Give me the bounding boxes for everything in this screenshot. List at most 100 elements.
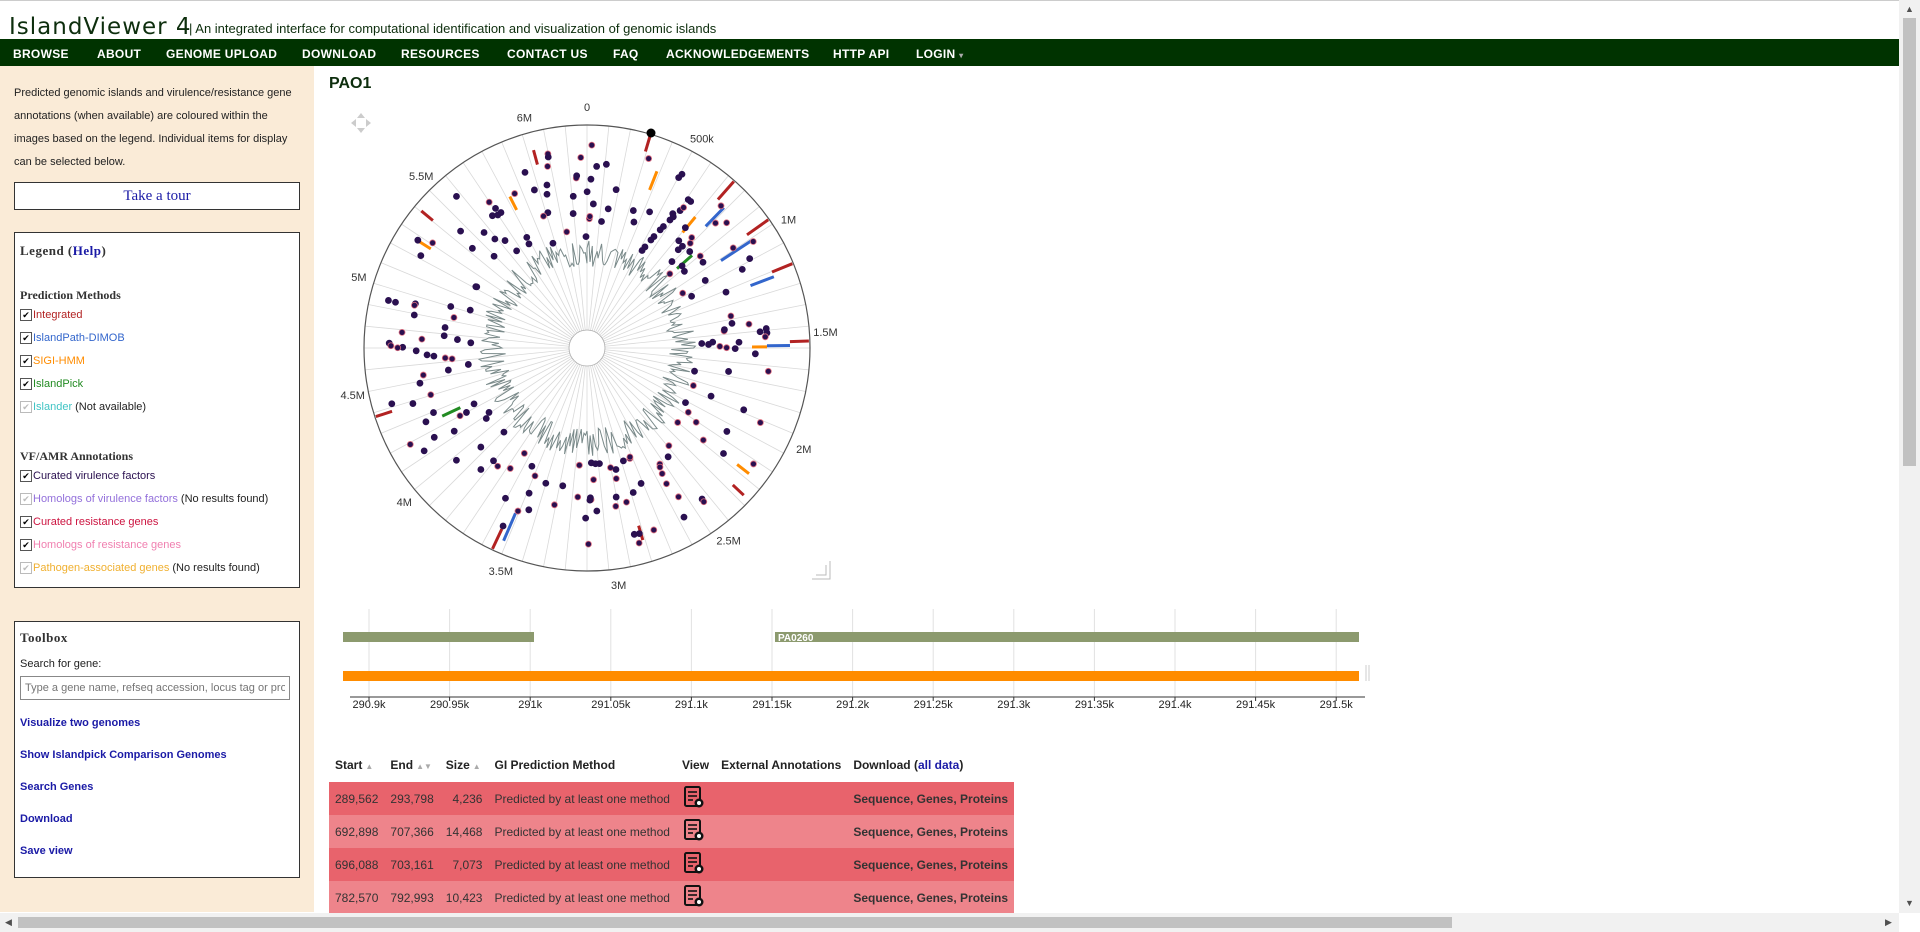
circular-genome-plot[interactable]: 0 500k 1M 1.5M 2M 2.5M 3M 3.5M 4M 4.5M 5M 5.5M 6M <box>329 95 869 603</box>
scroll-left-icon[interactable]: ◀ <box>5 917 12 927</box>
nav-download[interactable]: DOWNLOAD <box>302 47 377 61</box>
nav-contact-us[interactable]: CONTACT US <box>507 47 588 61</box>
take-a-tour-button[interactable]: Take a tour <box>14 182 300 210</box>
nav-faq[interactable]: FAQ <box>613 47 639 61</box>
legend-checkbox[interactable]: ✔ <box>20 562 32 574</box>
vertical-scroll-thumb[interactable] <box>1903 18 1916 466</box>
vf-dot <box>574 493 582 501</box>
vf-amr-heading: VF/AMR Annotations <box>20 449 134 463</box>
col-end[interactable]: End ▲▼ <box>384 748 439 782</box>
legend-checkbox[interactable]: ✔ <box>20 309 32 321</box>
search-genes-link[interactable]: Search Genes <box>20 781 94 793</box>
nav-http-api[interactable]: HTTP API <box>833 47 890 61</box>
nav-resources[interactable]: RESOURCES <box>401 47 480 61</box>
gene-pa0260[interactable] <box>775 632 1359 642</box>
legend-help-link[interactable]: Help <box>72 243 102 258</box>
gene-track-left[interactable] <box>343 632 534 642</box>
tick-label: 3.5M <box>489 566 513 578</box>
nav-genome-upload[interactable]: GENOME UPLOAD <box>166 47 278 61</box>
island-mark <box>746 218 770 237</box>
gene-search-input[interactable] <box>20 676 290 700</box>
legend-checkbox[interactable]: ✔ <box>20 470 32 482</box>
view-island-icon[interactable] <box>682 785 706 809</box>
legend-item-note: (Not available) <box>75 401 147 413</box>
legend-checkbox[interactable]: ✔ <box>20 401 32 413</box>
track-drag-handle-icon[interactable] <box>1365 665 1370 681</box>
resize-handle-icon[interactable] <box>812 561 831 580</box>
annotation-item[interactable]: ✔ Homologs of resistance genes <box>20 539 181 551</box>
prediction-item[interactable]: ✔ IslandPath-DIMOB <box>20 332 125 344</box>
tick-label: 5M <box>351 272 366 284</box>
position-marker[interactable] <box>646 128 656 138</box>
horizontal-scrollbar[interactable]: ◀ ▶ <box>0 913 1899 932</box>
move-icon[interactable] <box>351 113 371 133</box>
scroll-down-icon[interactable]: ▼ <box>1905 898 1914 908</box>
vf-dot <box>482 415 490 422</box>
prediction-item[interactable]: ✔ Islander (Not available) <box>20 401 146 413</box>
table-row[interactable]: 696,088 703,161 7,073 Predicted by at least… <box>329 848 1015 881</box>
legend-checkbox[interactable]: ✔ <box>20 539 32 551</box>
col-start[interactable]: Start ▲ <box>329 748 384 782</box>
vertical-scrollbar[interactable]: ▲ ▼ <box>1899 0 1920 913</box>
save-view-link[interactable]: Save view <box>20 845 73 857</box>
legend-item-label: Homologs of resistance genes <box>33 539 181 551</box>
vf-dot <box>544 153 552 161</box>
legend-checkbox[interactable]: ✔ <box>20 493 32 505</box>
view-island-icon[interactable] <box>682 884 706 908</box>
col-size[interactable]: Size ▲ <box>440 748 489 782</box>
legend-checkbox[interactable]: ✔ <box>20 378 32 390</box>
prediction-item[interactable]: ✔ SIGI-HMM <box>20 355 85 367</box>
cell-method: Predicted by at least one method <box>488 881 676 914</box>
prediction-item[interactable]: ✔ IslandPick <box>20 378 83 390</box>
toolbox-download-link[interactable]: Download <box>20 813 73 825</box>
vf-dot <box>680 204 687 211</box>
annotation-item[interactable]: ✔ Homologs of virulence factors (No result… <box>20 493 268 505</box>
scroll-up-icon[interactable]: ▲ <box>1905 4 1914 14</box>
vf-dot <box>626 453 634 461</box>
view-island-icon[interactable] <box>682 851 706 875</box>
prediction-item[interactable]: ✔ Integrated <box>20 309 83 321</box>
legend-checkbox[interactable]: ✔ <box>20 355 32 367</box>
annotation-item[interactable]: ✔ Pathogen-associated genes (No results fo… <box>20 562 260 574</box>
linear-genome-view[interactable]: PA0260 290.9k 290.95k 291k 291.05k 291.1k 291… <box>329 605 1379 720</box>
vf-dot <box>513 247 521 255</box>
nav-acknowledgements[interactable]: ACKNOWLEDGEMENTS <box>666 47 810 61</box>
vf-dot <box>598 218 605 225</box>
plot-spoke <box>380 354 571 434</box>
nav-browse[interactable]: BROWSE <box>13 47 69 61</box>
legend-checkbox[interactable]: ✔ <box>20 516 32 528</box>
legend-checkbox[interactable]: ✔ <box>20 332 32 344</box>
show-islandpick-genomes-link[interactable]: Show Islandpick Comparison Genomes <box>20 749 227 761</box>
annotation-item[interactable]: ✔ Curated virulence factors <box>20 470 155 482</box>
cell-size: 14,468 <box>439 815 489 848</box>
vf-dot <box>751 350 759 358</box>
table-row[interactable]: 289,562 293,798 4,236 Predicted by at least… <box>329 782 1015 815</box>
table-row[interactable]: 782,570 792,993 10,423 Predicted by at leas… <box>329 881 1015 914</box>
island-track[interactable] <box>343 671 1359 681</box>
cell-download-links[interactable]: Sequence, Genes, Proteins <box>847 815 1015 848</box>
vf-dot <box>569 210 577 217</box>
annotation-item[interactable]: ✔ Curated resistance genes <box>20 516 158 528</box>
nav-about[interactable]: ABOUT <box>97 47 142 61</box>
plot-spoke <box>380 262 571 342</box>
cell-download-links[interactable]: Sequence, Genes, Proteins <box>847 782 1015 815</box>
horizontal-scroll-thumb[interactable] <box>18 917 1452 928</box>
plot-spoke <box>368 351 570 392</box>
view-island-icon[interactable] <box>682 818 706 842</box>
download-all-data-link[interactable]: all data <box>917 758 960 772</box>
tick-label: 6M <box>517 112 532 124</box>
prediction-methods-heading: Prediction Methods <box>20 288 121 302</box>
table-row[interactable]: 692,898 707,366 14,468 Predicted by at leas… <box>329 815 1015 848</box>
vf-dot <box>674 419 682 426</box>
site-logo[interactable]: IslandViewer 4 <box>9 14 192 40</box>
vf-dot <box>388 400 396 408</box>
visualize-two-genomes-link[interactable]: Visualize two genomes <box>20 717 141 729</box>
vf-dot <box>563 228 571 236</box>
vf-dot <box>520 449 528 457</box>
vf-dot <box>514 507 522 515</box>
vf-dot <box>559 482 567 490</box>
cell-download-links[interactable]: Sequence, Genes, Proteins <box>847 848 1015 881</box>
cell-download-links[interactable]: Sequence, Genes, Proteins <box>847 881 1015 914</box>
scroll-right-icon[interactable]: ▶ <box>1885 917 1892 927</box>
nav-login[interactable]: LOGIN ▾ <box>916 47 963 61</box>
